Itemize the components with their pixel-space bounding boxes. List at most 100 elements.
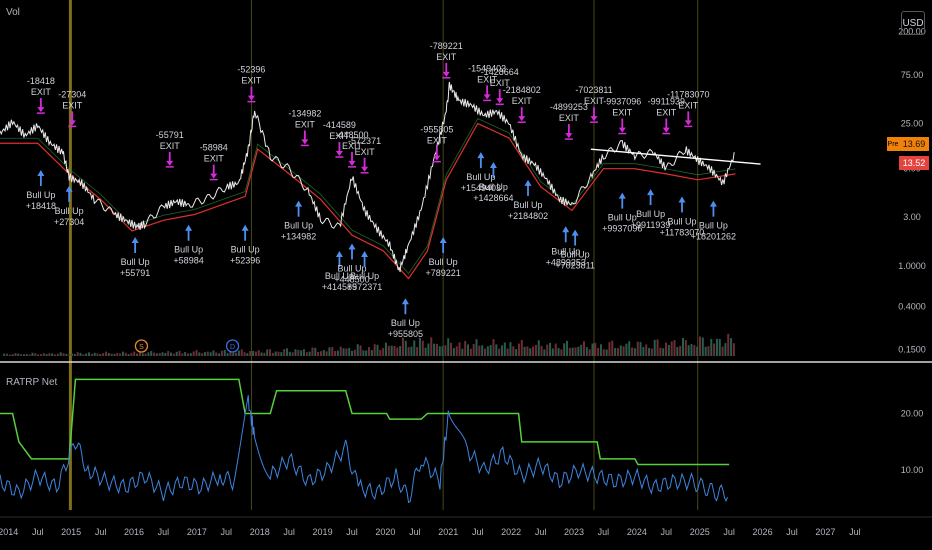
volume-bar [679, 345, 682, 356]
time-axis-tick-label: Jul [221, 527, 233, 537]
volume-bar [724, 343, 727, 356]
volume-bar [512, 346, 515, 356]
volume-bar [271, 352, 274, 356]
volume-bar [441, 346, 444, 356]
volume-bar [682, 337, 684, 356]
volume-bar [492, 339, 495, 356]
volume-bar [283, 349, 286, 356]
volume-bar [549, 342, 552, 356]
volume-bar [175, 351, 178, 356]
volume-bar [670, 341, 673, 356]
price-axis-tick-label: 200.00 [898, 27, 926, 37]
volume-bar [5, 353, 8, 356]
volume-bar [526, 346, 529, 356]
volume-bar [25, 354, 28, 356]
exit-label: EXIT [427, 136, 448, 146]
exit-amount-label: -55791 [156, 130, 184, 140]
exit-amount-label: -955805 [420, 125, 453, 135]
entry-arrow-icon [65, 185, 73, 192]
volume-bar [707, 346, 710, 356]
volume-bar [195, 350, 198, 356]
volume-bar [237, 350, 240, 356]
volume-bar [396, 347, 399, 356]
volume-bar [249, 350, 252, 356]
volume-bar [187, 353, 189, 356]
volume-bar [291, 352, 294, 356]
entry-label: Bull Up [350, 271, 379, 281]
volume-bar [523, 346, 526, 356]
entry-arrow-icon [335, 251, 343, 258]
exit-amount-label: -7023811 [575, 85, 612, 95]
volume-bar [534, 344, 537, 356]
price-axis-tick-label: 3.00 [903, 212, 921, 222]
volume-bar [566, 340, 569, 356]
volume-bar [447, 338, 450, 356]
currency-button[interactable]: USD [901, 11, 925, 35]
volume-bar [701, 337, 704, 356]
volume-bar [467, 344, 470, 356]
volume-bar [580, 344, 583, 356]
volume-bar [614, 348, 617, 356]
time-axis-tick-label: Jul [158, 527, 170, 537]
exit-label: EXIT [512, 96, 533, 106]
time-axis-tick-label: 2015 [61, 527, 81, 537]
volume-bar [529, 348, 532, 356]
price-panel: 200.0075.0025.009.003.001.00000.40000.15… [0, 0, 926, 510]
volume-bar [90, 353, 93, 356]
entry-label: Bull Up [284, 221, 313, 231]
exit-amount-label: -9911939 [648, 97, 685, 107]
volume-bar [370, 350, 373, 356]
ratrp-axis-tick-label: 10.00 [901, 465, 924, 475]
volume-bar [435, 343, 438, 356]
entry-amount-label: +18201262 [691, 232, 736, 242]
time-axis-tick-label: Jul [535, 527, 547, 537]
exit-amount-label: -52396 [237, 65, 265, 75]
volume-bar [698, 336, 701, 356]
volume-bar [594, 342, 597, 356]
exit-amount-label: -4899253 [550, 102, 588, 112]
volume-bar [401, 337, 404, 356]
price-axis-tick-label: 1.0000 [898, 261, 926, 271]
volume-bar [257, 350, 260, 356]
volume-bar [54, 354, 57, 356]
volume-bar [158, 353, 161, 356]
time-axis-tick-label: Jul [598, 527, 610, 537]
entry-amount-label: +2184802 [508, 211, 548, 221]
volume-bar [147, 352, 150, 356]
volume-bar [62, 353, 65, 356]
volume-bar [356, 344, 359, 356]
volume-bar [201, 353, 204, 356]
volume-bar [650, 348, 653, 356]
entry-label: Bull Up [231, 245, 260, 255]
exit-arrow-icon [684, 120, 692, 126]
time-axis[interactable]: 2014 Jul 2015 Jul 2016 Jul 2017 Jul 2018 Jul 2019 J… [0, 516, 932, 537]
entry-amount-label: +4899253 [546, 257, 586, 267]
volume-bar [161, 352, 164, 356]
volume-bar [469, 348, 472, 356]
volume-bar [254, 351, 257, 356]
volume-bar [68, 354, 71, 356]
price-axis-tick-label: 0.4000 [898, 301, 926, 311]
volume-bar [455, 346, 458, 356]
volume-bar [639, 342, 642, 356]
exit-label: EXIT [584, 96, 605, 106]
volume-bar [557, 348, 560, 356]
volume-bar [331, 346, 334, 356]
volume-bar [667, 344, 670, 356]
volume-bar [48, 353, 51, 356]
volume-bar [653, 339, 656, 356]
volume-bar [8, 354, 11, 356]
volume-bar [209, 352, 212, 356]
exit-arrow-icon [301, 139, 309, 145]
volume-bar [424, 347, 427, 356]
volume-bar [102, 353, 105, 356]
volume-bar [382, 348, 385, 356]
entry-arrow-icon [647, 189, 655, 196]
entry-label: Bull Up [608, 213, 637, 223]
volume-bar [192, 351, 195, 356]
volume-bar [574, 347, 577, 356]
volume-bar [198, 352, 201, 356]
exit-label: EXIT [559, 113, 580, 123]
dividend-marker-icon [225, 339, 240, 353]
volume-bar [551, 348, 554, 356]
